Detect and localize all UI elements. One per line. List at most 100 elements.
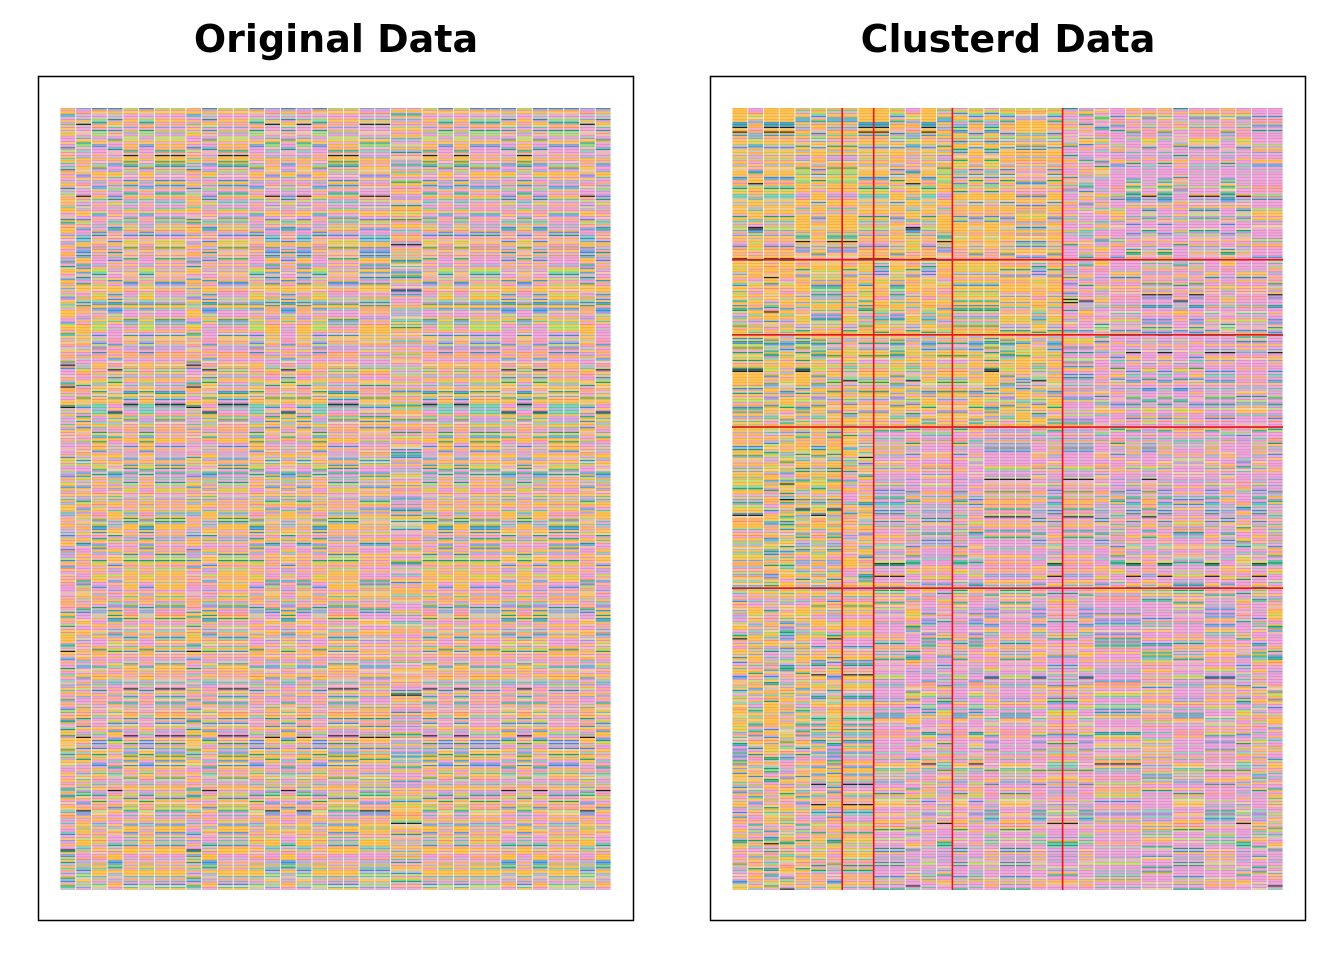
heatmap-block <box>1125 588 1141 890</box>
heatmap-block <box>937 588 952 890</box>
heatmap-block <box>763 108 779 260</box>
heatmap-block <box>858 259 874 335</box>
heatmap-block <box>952 334 968 428</box>
heatmap-block <box>1047 334 1063 428</box>
panel-title: Original Data <box>194 17 478 61</box>
heatmap-block <box>1047 427 1063 589</box>
heatmap-block <box>811 259 827 335</box>
heatmap-block <box>1015 108 1031 260</box>
heatmap-block <box>921 334 937 428</box>
heatmap-block <box>1157 334 1173 428</box>
heatmap-block <box>795 588 811 890</box>
heatmap-block <box>1078 588 1094 890</box>
heatmap-block <box>858 588 874 890</box>
heatmap-block <box>984 588 1000 890</box>
heatmap-block <box>748 588 764 890</box>
heatmap-block <box>249 108 265 890</box>
heatmap-block <box>1267 588 1283 890</box>
heatmap-block <box>516 108 532 890</box>
heatmap-block <box>811 588 827 890</box>
heatmap-block <box>1188 334 1204 428</box>
heatmap-block <box>406 108 422 890</box>
heatmap-block <box>937 108 952 260</box>
heatmap-block <box>1141 427 1157 589</box>
heatmap-block <box>1204 588 1220 890</box>
heatmap-block <box>889 259 905 335</box>
heatmap-block <box>748 334 764 428</box>
heatmap-block <box>732 259 748 335</box>
heatmap-block <box>732 427 748 589</box>
heatmap-block <box>1094 108 1110 260</box>
heatmap-block <box>968 108 984 260</box>
heatmap-block <box>1188 427 1204 589</box>
heatmap-block <box>1015 334 1031 428</box>
heatmap-block <box>842 334 858 428</box>
heatmap-block <box>1031 427 1047 589</box>
heatmap-block <box>202 108 218 890</box>
heatmap-block <box>1236 334 1252 428</box>
heatmap-block <box>889 334 905 428</box>
heatmap-block <box>1078 427 1094 589</box>
heatmap-block <box>874 259 890 335</box>
heatmap-block <box>1110 588 1126 890</box>
heatmap-block <box>921 427 937 589</box>
heatmap-block <box>91 108 107 890</box>
panel-frame <box>37 75 635 922</box>
heatmap-block <box>968 259 984 335</box>
heatmap-block <box>1188 588 1204 890</box>
heatmap-block <box>296 108 312 890</box>
heatmap-block <box>1031 259 1047 335</box>
heatmap-block <box>826 334 842 428</box>
heatmap-block <box>1173 259 1189 335</box>
heatmap-block <box>858 108 874 260</box>
heatmap-block <box>842 259 858 335</box>
heatmap-block <box>60 108 76 890</box>
heatmap-block <box>170 108 186 890</box>
heatmap-block <box>1063 334 1078 428</box>
heatmap-block <box>328 108 343 890</box>
heatmap-block <box>548 108 564 890</box>
heatmap-block <box>1188 108 1204 260</box>
heatmap-block <box>1251 427 1267 589</box>
heatmap-block <box>889 588 905 890</box>
heatmap-block <box>968 427 984 589</box>
heatmap-block <box>984 259 1000 335</box>
heatmap-block <box>1047 108 1063 260</box>
heatmap-block <box>858 334 874 428</box>
heatmap-block <box>811 427 827 589</box>
heatmap-block <box>1094 588 1110 890</box>
heatmap-block <box>748 108 764 260</box>
heatmap-block <box>1000 334 1015 428</box>
heatmap-block <box>748 427 764 589</box>
heatmap-block <box>858 427 874 589</box>
heatmap-block <box>1078 259 1094 335</box>
heatmap-block <box>984 427 1000 589</box>
heatmap-block <box>233 108 249 890</box>
heatmap-block <box>1251 108 1267 260</box>
heatmap-block <box>1047 588 1063 890</box>
heatmap-block <box>1063 427 1078 589</box>
heatmap <box>60 108 611 890</box>
heatmap-block <box>343 108 359 890</box>
heatmap-block <box>1251 588 1267 890</box>
heatmap-block <box>595 108 611 890</box>
heatmap-block <box>485 108 501 890</box>
heatmap-block <box>889 108 905 260</box>
heatmap-block <box>1220 334 1236 428</box>
heatmap-block <box>968 588 984 890</box>
heatmap-block <box>1157 588 1173 890</box>
heatmap-block <box>984 108 1000 260</box>
heatmap-block <box>1220 427 1236 589</box>
heatmap-block <box>826 427 842 589</box>
heatmap-block <box>905 334 921 428</box>
heatmap-block <box>1204 259 1220 335</box>
heatmap-block <box>826 259 842 335</box>
heatmap-block <box>265 108 280 890</box>
heatmap-block <box>1110 108 1126 260</box>
heatmap-block <box>1157 427 1173 589</box>
heatmap-block <box>874 334 890 428</box>
heatmap-block <box>779 427 795 589</box>
heatmap-block <box>874 108 890 260</box>
heatmap-block <box>937 259 952 335</box>
heatmap-block <box>1173 427 1189 589</box>
